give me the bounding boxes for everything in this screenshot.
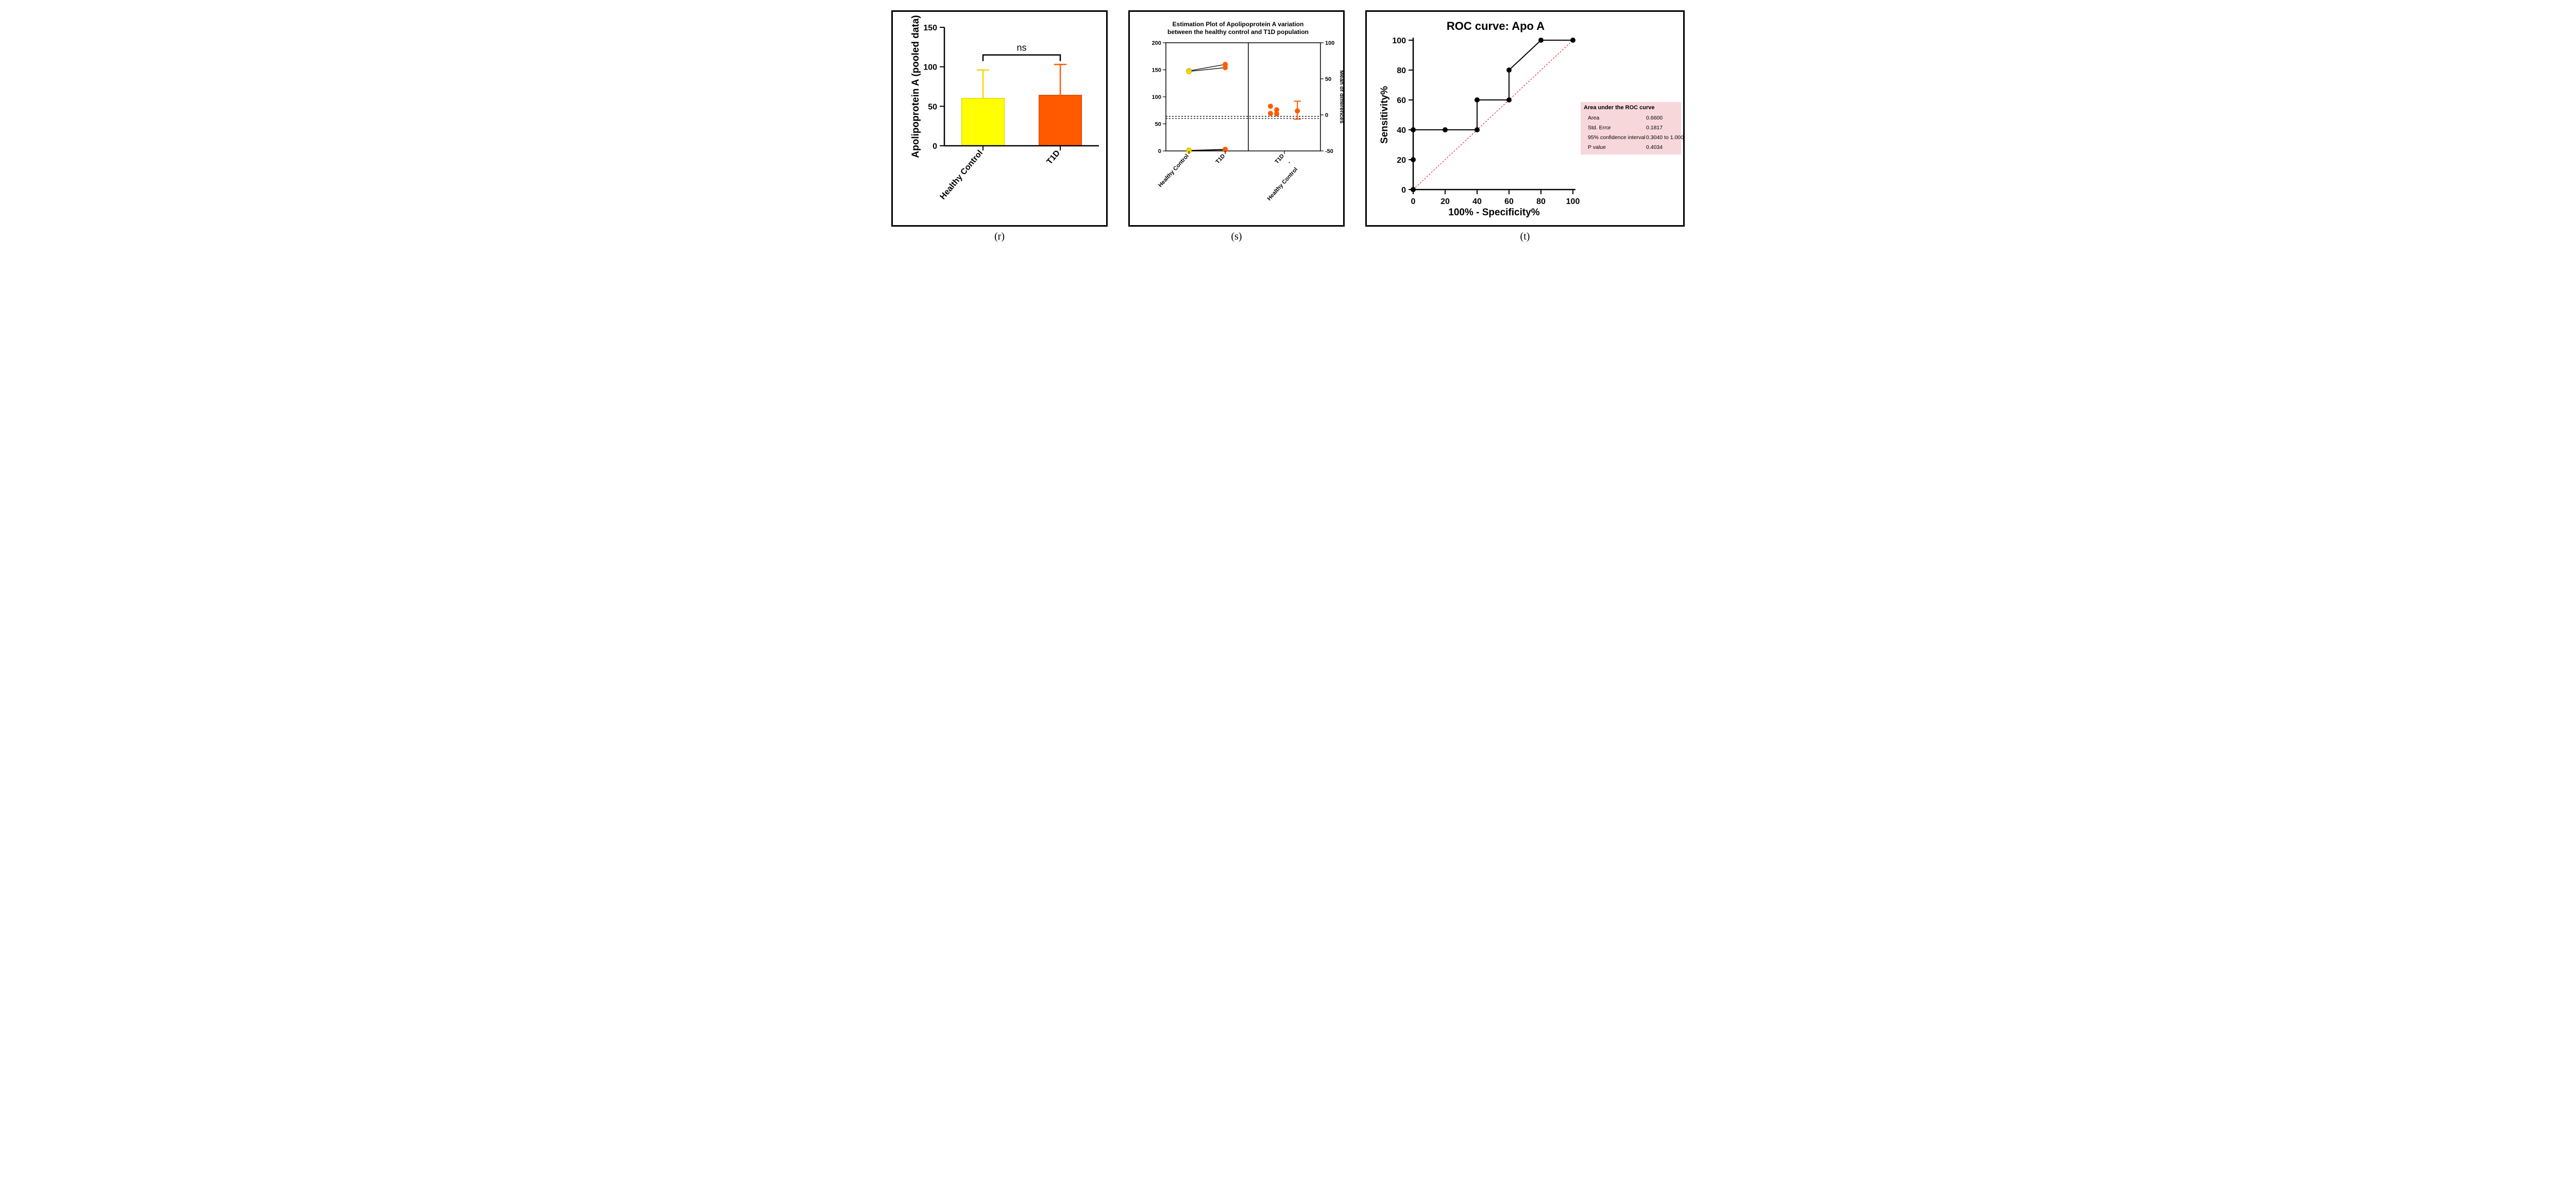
roc-svg: ROC curve: Apo A 020406080100 0204060801… — [1367, 12, 1686, 228]
barchart-svg: ns 0 50 100 150 Apolipoprotein A (pooled da… — [893, 12, 1109, 228]
svg-text:60: 60 — [1397, 96, 1406, 105]
roc-stats-box: Area under the ROC curve Area 0.6600 Std. E… — [1581, 102, 1684, 155]
svg-text:0.3040 to 1.000: 0.3040 to 1.000 — [1646, 134, 1684, 141]
plot-frame — [1166, 43, 1320, 151]
svg-text:0.4034: 0.4034 — [1646, 144, 1663, 150]
svg-text:50: 50 — [928, 103, 937, 111]
right-y-axis-label: Mean of differences — [1338, 70, 1345, 123]
roc-panel: ROC curve: Apo A 020406080100 0204060801… — [1365, 10, 1685, 227]
barchart-panel: ns 0 50 100 150 Apolipoprotein A (pooled da… — [891, 10, 1108, 227]
svg-text:0: 0 — [1158, 148, 1161, 155]
panel-label-r: (r) — [994, 231, 1005, 243]
svg-text:100: 100 — [1325, 40, 1334, 46]
svg-text:80: 80 — [1397, 66, 1406, 75]
svg-text:-50: -50 — [1325, 148, 1333, 155]
svg-text:50: 50 — [1325, 76, 1331, 82]
y-axis-label: Apolipoprotein A (pooled data) — [910, 15, 921, 158]
panel-label-t: (t) — [1520, 231, 1530, 243]
svg-text:0: 0 — [1401, 186, 1406, 195]
panel-s: Estimation Plot of Apolipoprotein A vari… — [1128, 10, 1345, 243]
svg-text:100: 100 — [923, 63, 937, 72]
roc-title: ROC curve: Apo A — [1447, 20, 1545, 32]
svg-text:100: 100 — [1566, 197, 1580, 206]
svg-text:100: 100 — [1152, 94, 1161, 100]
panel-label-s: (s) — [1231, 231, 1242, 243]
svg-text:P value: P value — [1588, 144, 1606, 150]
roc-x-label: 100% - Specificity% — [1448, 207, 1540, 218]
svg-text:80: 80 — [1536, 197, 1546, 206]
panel-t: ROC curve: Apo A 020406080100 0204060801… — [1365, 10, 1685, 243]
est-title-2: between the healthy control and T1D popu… — [1167, 28, 1309, 36]
svg-text:0: 0 — [1325, 112, 1328, 118]
svg-text:0.6600: 0.6600 — [1646, 115, 1663, 121]
svg-text:0: 0 — [933, 142, 937, 151]
roc-diagonal — [1413, 40, 1573, 190]
estimation-panel: Estimation Plot of Apolipoprotein A vari… — [1128, 10, 1345, 227]
svg-text:T1D: T1D — [1215, 153, 1227, 165]
svg-text:T1D: T1D — [1045, 149, 1062, 166]
svg-text:20: 20 — [1440, 197, 1450, 206]
svg-text:200: 200 — [1152, 40, 1161, 46]
svg-text:40: 40 — [1397, 126, 1406, 135]
svg-text:T1D: T1D — [1274, 153, 1285, 165]
svg-text:0.1817: 0.1817 — [1646, 125, 1663, 131]
svg-text:0: 0 — [1411, 197, 1416, 206]
svg-text:150: 150 — [1152, 67, 1161, 74]
svg-text:Area: Area — [1588, 115, 1599, 121]
svg-text:Std. Error: Std. Error — [1588, 125, 1611, 131]
est-title-1: Estimation Plot of Apolipoprotein A vari… — [1173, 21, 1304, 28]
estimation-svg: Estimation Plot of Apolipoprotein A vari… — [1130, 12, 1346, 228]
svg-text:-: - — [1286, 160, 1293, 165]
svg-text:50: 50 — [1155, 122, 1161, 128]
svg-text:Healthy Control: Healthy Control — [1266, 166, 1299, 202]
svg-text:40: 40 — [1472, 197, 1482, 206]
svg-text:20: 20 — [1397, 156, 1406, 165]
svg-text:Area under the ROC curve: Area under the ROC curve — [1584, 105, 1655, 111]
svg-text:150: 150 — [923, 24, 937, 32]
svg-text:Healthy Control: Healthy Control — [1157, 153, 1190, 189]
panel-r: ns 0 50 100 150 Apolipoprotein A (pooled da… — [891, 10, 1108, 243]
svg-text:60: 60 — [1504, 197, 1514, 206]
svg-text:ns: ns — [1016, 43, 1026, 53]
svg-text:100: 100 — [1392, 37, 1406, 45]
svg-text:Healthy Control: Healthy Control — [938, 149, 985, 201]
roc-y-label: Sensitivity% — [1379, 86, 1390, 144]
svg-text:95% confidence interval: 95% confidence interval — [1588, 134, 1646, 141]
